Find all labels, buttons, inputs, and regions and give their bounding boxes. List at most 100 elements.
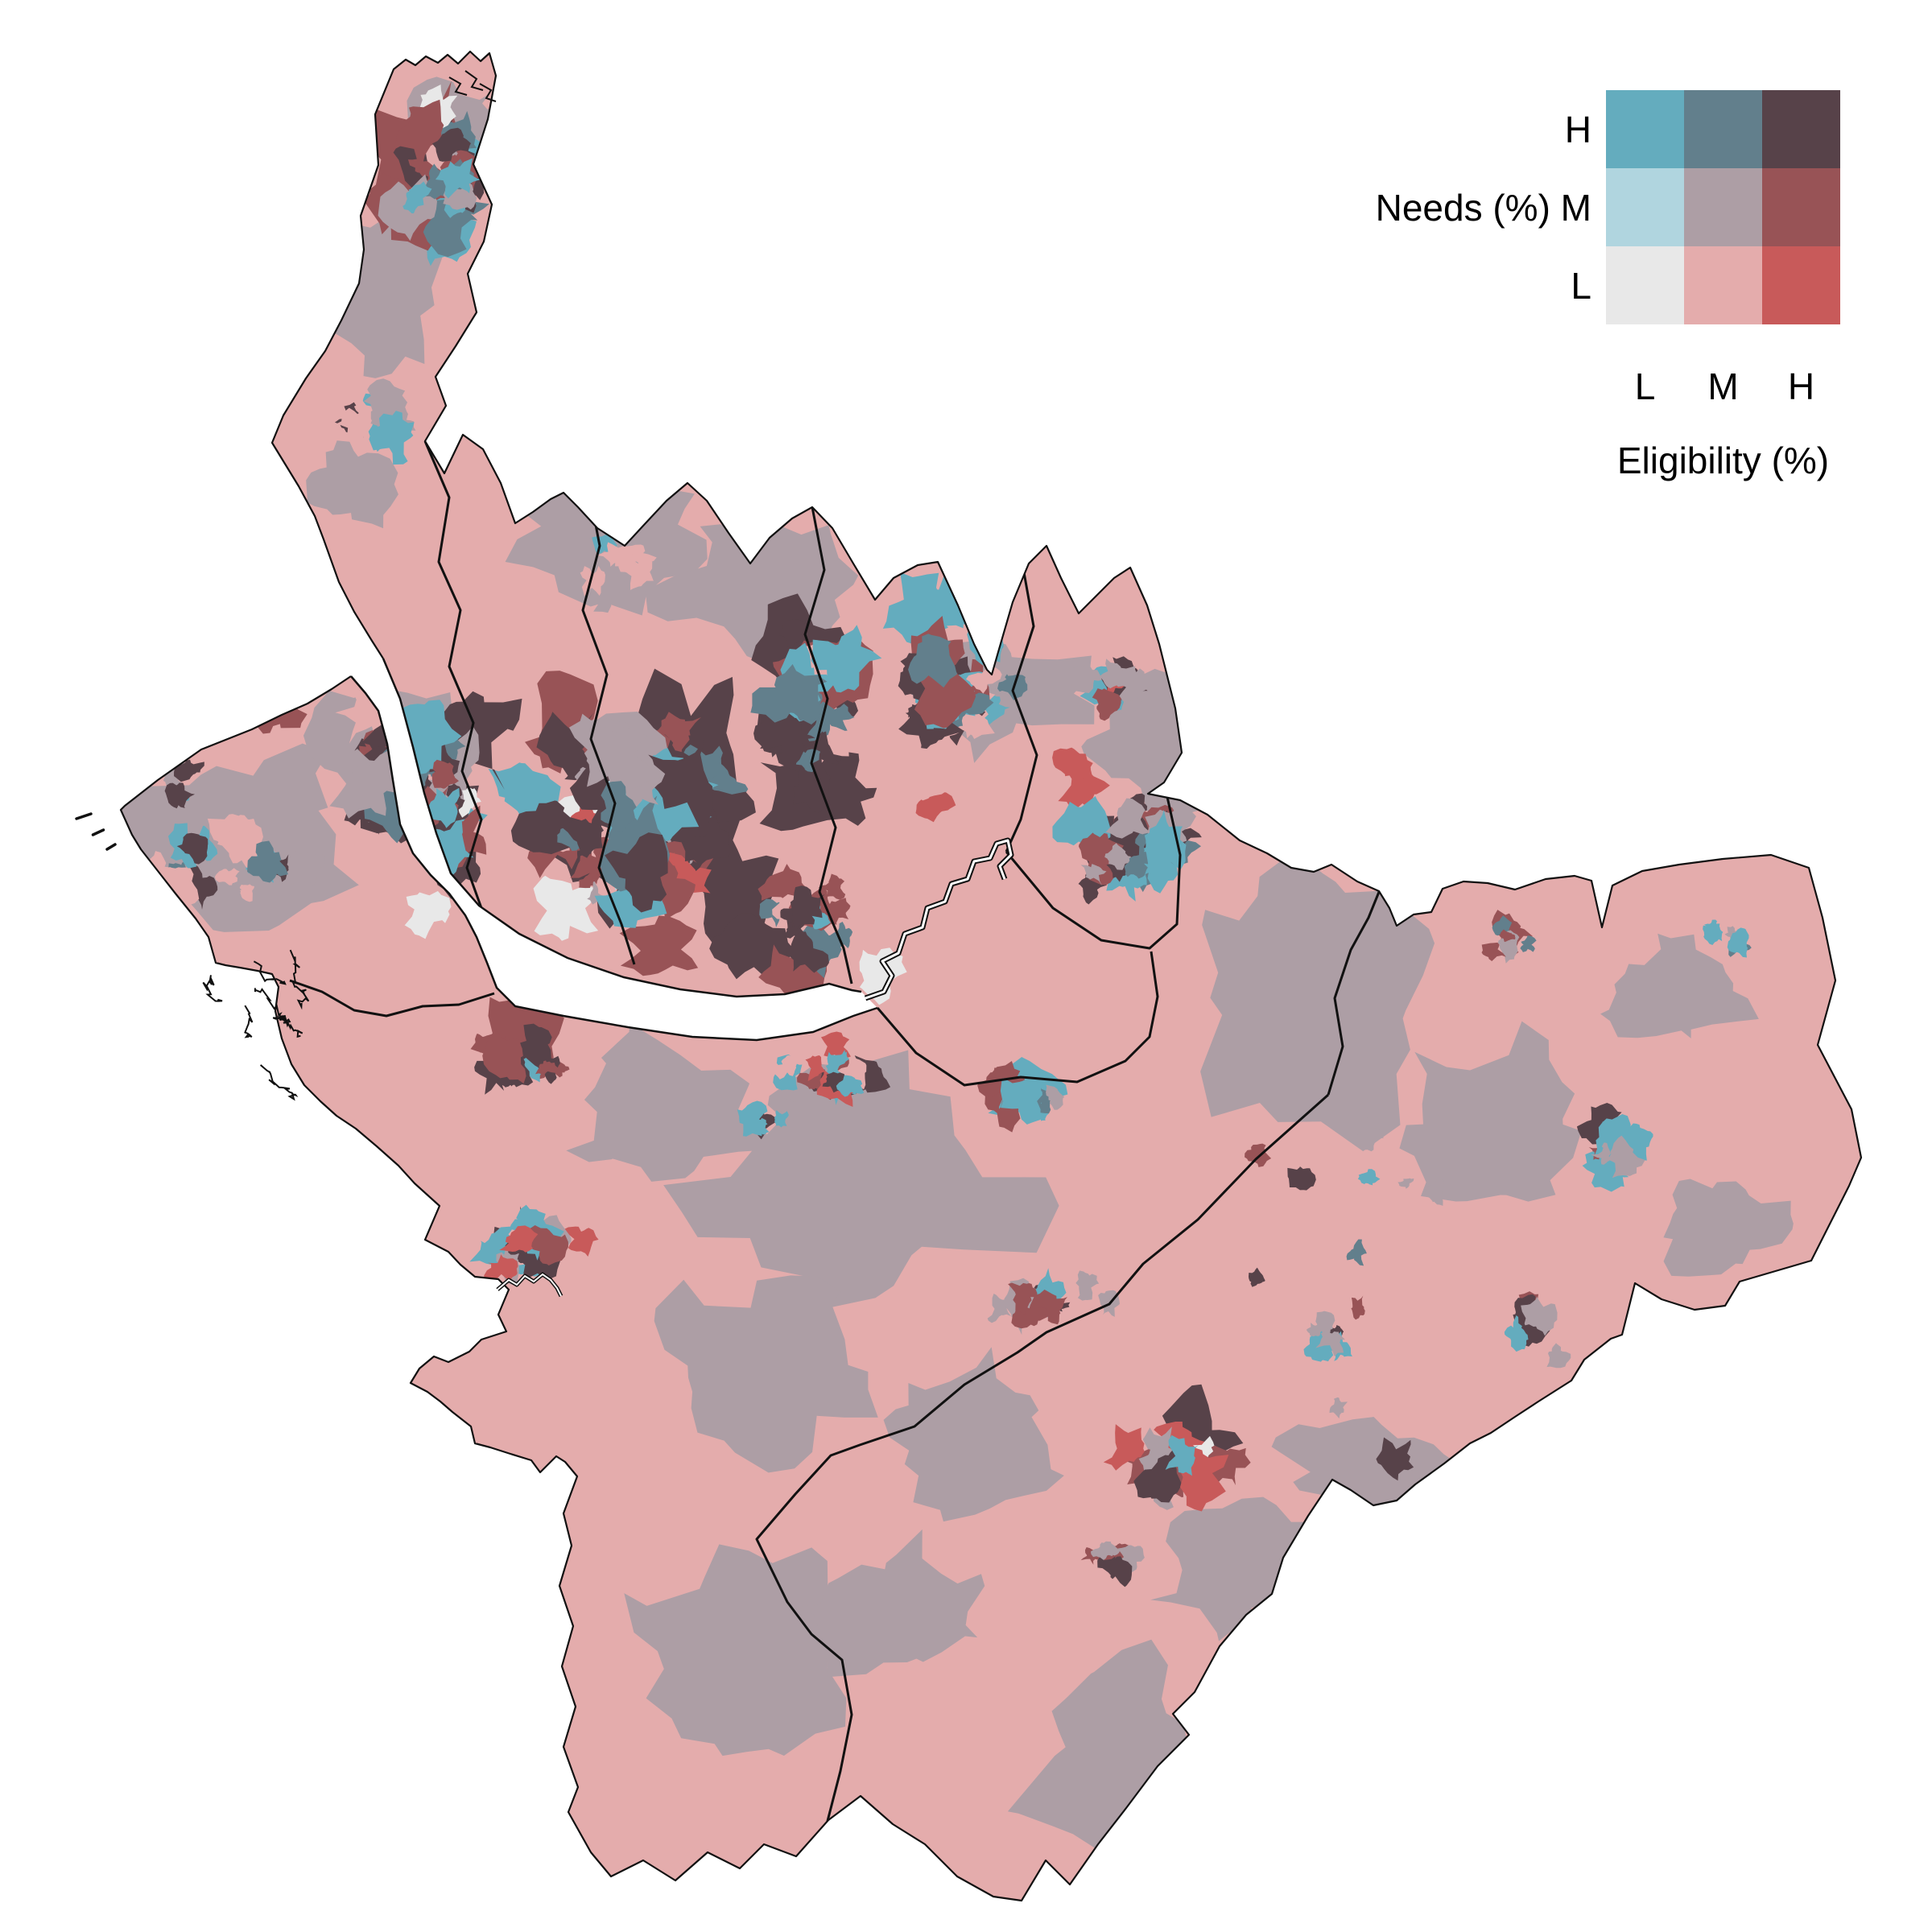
mersey-estuary — [334, 638, 877, 1040]
region-patch — [278, 848, 326, 886]
coast-scribble — [479, 83, 497, 102]
region-patch — [564, 1226, 599, 1257]
region-patch — [1357, 1169, 1381, 1186]
region-patch — [1104, 843, 1132, 870]
region-patch — [786, 931, 829, 973]
region-patch — [1052, 747, 1093, 780]
district-boundary — [423, 440, 483, 909]
region-patch — [883, 1347, 1064, 1522]
needs-axis-title: Needs (%) — [1375, 186, 1550, 229]
region-patch — [624, 1544, 847, 1757]
region-patch — [1425, 1179, 1444, 1206]
region-patch — [427, 787, 460, 828]
region-patch — [513, 1023, 558, 1072]
region-patch — [597, 542, 638, 568]
needs-mid-text: M — [1560, 186, 1591, 229]
legend-cell-m-h — [1762, 168, 1840, 246]
region-patch — [566, 1022, 771, 1182]
region-patch — [239, 884, 254, 902]
region-patch — [392, 99, 444, 171]
legend-cell-l-h — [1762, 246, 1840, 324]
region-patch — [1105, 798, 1150, 839]
region-patch — [1000, 1078, 1042, 1125]
legend-cell-m-l — [1606, 168, 1684, 246]
region-patch — [1143, 809, 1187, 870]
region-patch — [908, 634, 957, 688]
region-patch — [431, 759, 460, 789]
eligibility-high-label: H — [1787, 365, 1815, 407]
region-patch — [709, 913, 795, 984]
region-patch — [214, 868, 240, 886]
region-patch — [1064, 663, 1106, 693]
region-patch — [1079, 832, 1124, 869]
marsh-scribble — [289, 949, 310, 1010]
marsh-scribble — [253, 960, 287, 985]
estuary-north-shore — [382, 658, 862, 998]
region-patch — [1608, 1135, 1645, 1179]
region-patch — [1521, 1296, 1558, 1336]
marsh-scribble — [272, 1015, 291, 1024]
region-patch — [750, 664, 828, 725]
legend-cell-h-m — [1684, 90, 1762, 168]
legend-cells-low — [1606, 246, 1840, 324]
region-patch — [781, 718, 840, 775]
region-patch — [830, 922, 853, 948]
legend-row-mid: Needs (%) M — [1208, 168, 1932, 246]
region-patch — [654, 1275, 878, 1473]
mersey-river-water — [865, 839, 1013, 1000]
bivariate-legend: H Needs (%) M L L M H Eligibility (%) — [1208, 90, 1932, 482]
region-patch — [1727, 927, 1749, 958]
region-patch — [811, 625, 882, 693]
region-patch — [760, 710, 804, 765]
region-patch — [772, 1055, 798, 1080]
region-patch — [774, 1110, 789, 1128]
region-patch — [818, 873, 846, 900]
legend-cell-l-m — [1684, 246, 1762, 324]
district-boundary — [581, 482, 636, 965]
region-patch — [737, 1100, 768, 1137]
region-patch — [174, 759, 204, 782]
legend-cell-m-m — [1684, 168, 1762, 246]
eligibility-mid-label: M — [1707, 365, 1739, 407]
region-patch — [790, 886, 825, 932]
region-patch — [1080, 1546, 1104, 1565]
region-patch — [1520, 935, 1537, 952]
region-patch — [619, 915, 699, 976]
region-patch — [1500, 929, 1516, 943]
region-patch — [915, 792, 956, 823]
region-patch — [329, 749, 409, 819]
region-patch — [596, 724, 661, 799]
district-boundary — [755, 1093, 1329, 1870]
region-patch — [1124, 855, 1148, 879]
legend-cell-h-l — [1606, 90, 1684, 168]
district-boundary — [1327, 891, 1381, 1096]
region-patch — [369, 411, 415, 465]
region-patch — [431, 127, 471, 162]
region-patch — [1287, 1166, 1316, 1191]
region-patch — [656, 712, 702, 757]
region-patch — [1165, 1435, 1199, 1476]
region-patch — [778, 619, 809, 647]
district-boundary — [1005, 791, 1182, 950]
region-patch — [1200, 850, 1435, 1152]
marsh-scribble — [202, 975, 223, 1002]
region-patch — [306, 440, 398, 529]
district-boundary — [289, 979, 495, 1018]
region-patch — [819, 898, 851, 925]
islet — [105, 843, 117, 851]
region-patch — [1346, 1239, 1367, 1266]
region-patch — [859, 947, 907, 1005]
marsh-scribble — [259, 1064, 299, 1101]
region-patch — [1008, 1282, 1038, 1315]
region-patch — [795, 1529, 985, 1678]
region-patch — [1150, 1496, 1316, 1641]
region-patch — [469, 1226, 516, 1269]
region-patch — [247, 840, 288, 883]
region-patch — [186, 861, 218, 910]
region-patch — [563, 819, 605, 858]
region-patch — [335, 407, 378, 444]
coastline — [119, 50, 1863, 1902]
region-patch — [805, 1055, 826, 1082]
region-patch — [1078, 869, 1107, 905]
